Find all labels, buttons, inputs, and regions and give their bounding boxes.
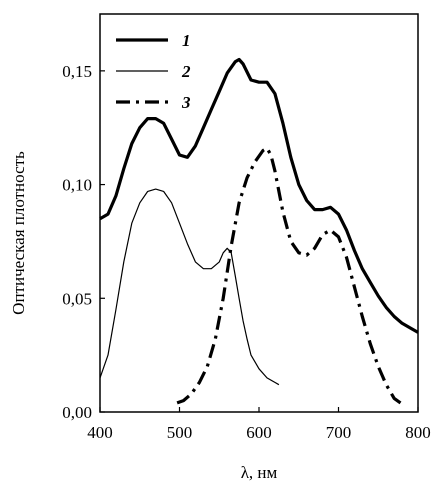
legend-label-1: 1: [182, 31, 191, 50]
x-tick-label: 700: [326, 423, 352, 442]
plot-lines: [99, 57, 419, 405]
series-line-1: [99, 57, 419, 334]
legend-label-3: 3: [181, 93, 191, 112]
x-tick-label: 800: [405, 423, 431, 442]
x-axis: 400 500 600 700 800: [87, 407, 431, 442]
y-tick-label: 0,00: [62, 403, 92, 422]
x-axis-label: λ, нм: [241, 463, 278, 482]
series-line-3: [176, 146, 402, 405]
y-axis-label: Оптическая плотность: [9, 151, 28, 315]
y-tick-label: 0,15: [62, 62, 92, 81]
legend-label-2: 2: [181, 62, 191, 81]
y-tick-label: 0,10: [62, 176, 92, 195]
x-tick-label: 600: [246, 423, 272, 442]
legend: 1 2 3: [116, 31, 191, 112]
y-axis: 0,00 0,05 0,10 0,15: [62, 62, 105, 422]
x-tick-label: 500: [167, 423, 193, 442]
y-tick-label: 0,05: [62, 289, 92, 308]
x-tick-label: 400: [87, 423, 113, 442]
series-line-2: [99, 188, 280, 386]
plot-frame: [99, 13, 419, 413]
